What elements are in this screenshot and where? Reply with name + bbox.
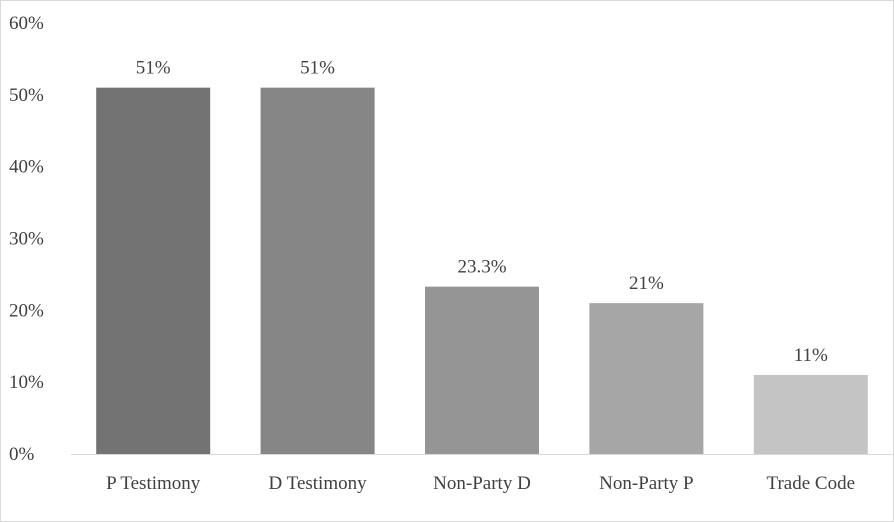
category-label: Non-Party P — [599, 473, 693, 494]
category-label: D Testimony — [269, 473, 368, 494]
category-label: Trade Code — [767, 473, 856, 494]
y-tick-label: 40% — [9, 157, 44, 178]
category-label: P Testimony — [106, 473, 201, 494]
y-tick-label: 20% — [9, 300, 44, 321]
y-tick-label: 0% — [9, 444, 35, 465]
y-axis-ticks: 0% 10% 20% 30% 40% 50% 60% — [9, 13, 44, 465]
category-label: Non-Party D — [433, 473, 531, 494]
bars-group — [96, 87, 868, 455]
data-label: 51% — [136, 58, 171, 79]
category-labels-group: P Testimony D Testimony Non-Party D Non-Par… — [106, 473, 855, 494]
y-tick-label: 30% — [9, 229, 44, 250]
y-tick-label: 60% — [9, 13, 44, 34]
bar — [425, 286, 539, 454]
data-label: 11% — [794, 345, 828, 366]
bar — [96, 87, 211, 455]
data-label: 51% — [300, 58, 335, 79]
data-label: 23.3% — [457, 257, 506, 278]
bar — [260, 87, 375, 455]
data-labels-group: 51% 51% 23.3% 21% 11% — [136, 58, 828, 366]
data-label: 21% — [629, 273, 664, 294]
bar — [753, 374, 868, 454]
bar — [589, 303, 704, 454]
y-tick-label: 10% — [9, 372, 44, 393]
y-tick-label: 50% — [9, 85, 44, 106]
